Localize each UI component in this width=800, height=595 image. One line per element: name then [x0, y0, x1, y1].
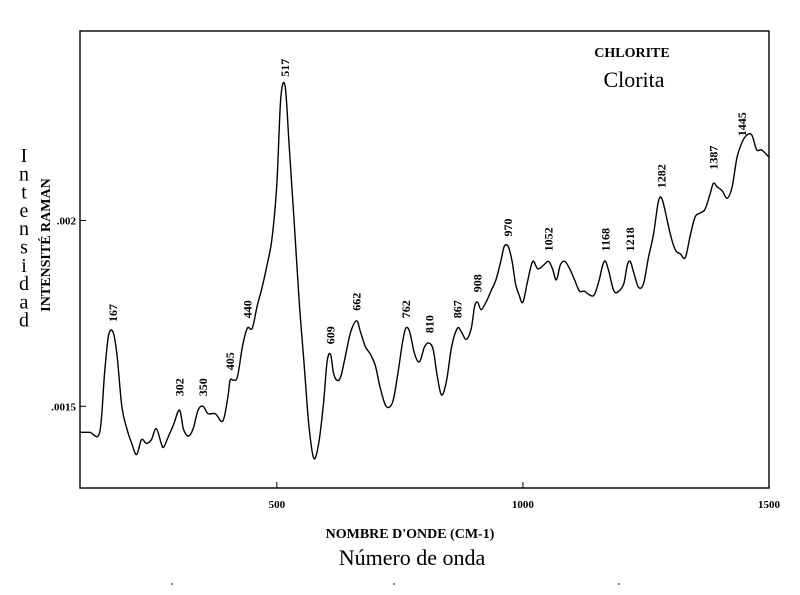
plot-frame [79, 30, 770, 489]
y-axis-label-es-letter: n [19, 218, 29, 240]
x-tick-label: 500 [269, 499, 286, 511]
peak-label: 908 [471, 274, 485, 292]
speck [618, 583, 620, 585]
x-axis-label: NOMBRE D'ONDE (CM-1) [326, 527, 495, 542]
peak-label: 517 [278, 59, 292, 77]
peak-label: 167 [106, 304, 120, 322]
y-axis-label-es-letter: i [21, 255, 27, 277]
peak-label: 867 [451, 300, 465, 318]
y-axis-label-es-letter: a [20, 291, 29, 313]
peak-label: 609 [324, 326, 338, 344]
speck [171, 583, 173, 585]
peak-label: 662 [350, 293, 364, 311]
chart-title: CHLORITE [594, 46, 669, 61]
y-axis-label-es-letter: n [19, 163, 29, 185]
x-tick-label: 1500 [758, 499, 781, 511]
peak-label: 350 [196, 378, 210, 396]
y-tick-label: .002 [57, 215, 77, 227]
peak-labels: 167 302 350 405 440 517 609 662 762 810 867 908 970 1… [106, 59, 749, 397]
peak-label: 1218 [623, 227, 637, 251]
y-axis-label-es-letter: t [21, 182, 27, 204]
x-axis-label-es: Número de onda [339, 545, 486, 570]
peak-label: 302 [172, 378, 186, 396]
y-axis-label: INTENSITÉ RAMAN [37, 178, 54, 311]
peak-label: 440 [240, 300, 254, 318]
peak-label: 1387 [706, 146, 720, 170]
y-axis-label-es-letter: d [19, 273, 29, 295]
peak-label: 970 [501, 219, 515, 237]
y-axis-label-es-letter: e [20, 200, 29, 222]
spectrum-line [80, 81, 770, 460]
x-tick-label: 1000 [512, 499, 535, 511]
peak-label: 1168 [599, 228, 613, 251]
y-axis-label-es-letter: I [21, 145, 28, 167]
y-axis-label-es-letter: s [20, 237, 28, 259]
y-axis-label-es-letter: d [19, 310, 29, 332]
speck [393, 583, 395, 585]
peak-label: 1052 [542, 227, 556, 251]
y-tick-label: .0015 [51, 401, 76, 413]
peak-label: 405 [223, 352, 237, 370]
y-axis-ticks: .0015 .002 [51, 215, 86, 413]
peak-label: 1445 [735, 112, 749, 136]
x-axis-ticks: 500 1000 1500 [269, 482, 781, 511]
peak-label: 1282 [655, 164, 669, 188]
chart-subtitle: Clorita [603, 67, 664, 92]
peak-label: 810 [422, 315, 436, 333]
peak-label: 762 [399, 300, 413, 318]
